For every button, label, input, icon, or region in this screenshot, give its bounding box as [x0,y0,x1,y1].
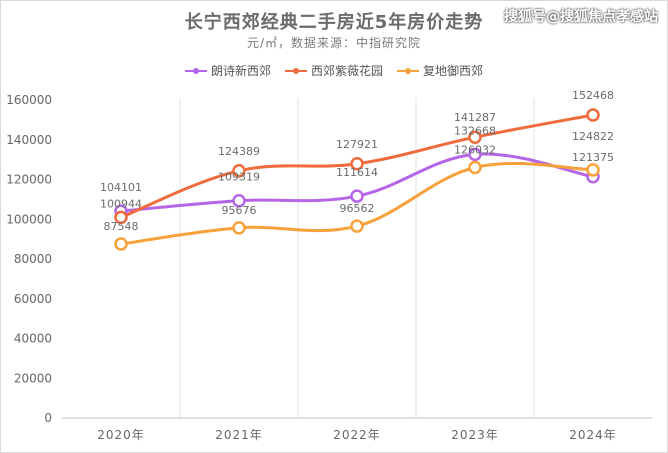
data-point [468,147,482,162]
data-point [468,160,482,175]
data-point [350,189,364,203]
legend-label: 西郊紫薇花园 [310,64,383,78]
data-label: 141287 [454,111,496,124]
data-label: 96562 [340,202,375,215]
data-label: 132668 [454,124,496,137]
data-label: 126032 [454,144,496,157]
legend-label: 朗诗新西郊 [210,64,271,78]
data-label: 109319 [218,171,260,184]
data-point [350,219,364,233]
data-label: 127921 [336,138,378,151]
y-tick-label: 140000 [6,133,52,147]
x-tick-label: 2021年 [215,428,263,442]
x-tick-label: 2020年 [97,428,145,442]
data-label: 121375 [572,151,614,164]
data-point [232,193,246,208]
y-tick-label: 40000 [14,332,52,346]
legend-item: 西郊紫薇花园 [284,62,383,79]
x-tick-label: 2023年 [451,428,499,442]
data-point [232,164,246,178]
x-tick-label: 2024年 [569,428,617,442]
legend-item: 复地御西郊 [397,62,483,79]
legend-swatch-icon [184,66,207,76]
y-tick-label: 20000 [14,371,52,385]
x-tick-label: 2022年 [333,428,381,442]
legend-swatch-icon [284,66,307,76]
legend-label: 复地御西郊 [423,64,484,78]
data-label: 95676 [222,204,257,217]
data-point [232,221,246,235]
chart-subtitle: 元/㎡，数据来源：中指研究院 [246,36,422,50]
data-label: 87548 [104,220,139,233]
y-tick-label: 100000 [6,212,52,226]
y-tick-label: 60000 [14,292,52,306]
y-tick-label: 80000 [14,252,52,266]
data-point [586,108,600,122]
data-point [114,210,128,225]
legend-swatch-icon [397,66,419,76]
data-label: 124389 [218,145,260,158]
data-point [350,157,364,171]
data-label: 100944 [100,197,142,210]
data-point [114,237,128,251]
data-label: 104101 [100,181,142,194]
data-label: 124822 [572,130,614,143]
chart-title: 长宁西郊经典二手房近5年房价走势 [184,12,484,33]
chart-legend: 朗诗新西郊 西郊紫薇花园 复地御西郊 [0,62,668,79]
watermark: 搜狐号@搜狐焦点孝感站 [504,9,658,25]
legend-item: 朗诗新西郊 [184,62,271,79]
y-tick-label: 120000 [6,173,52,187]
data-point [586,163,600,177]
data-label: 111614 [336,166,378,179]
y-tick-label: 160000 [6,93,52,107]
data-point [468,130,482,144]
y-tick-label: 0 [44,411,52,425]
data-label: 152468 [572,89,614,102]
